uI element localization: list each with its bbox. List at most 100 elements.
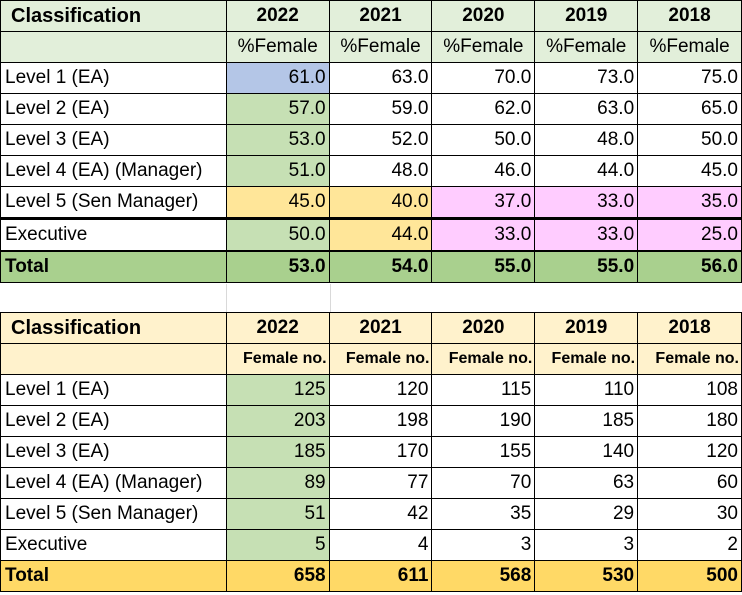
value-cell[interactable]: 120: [637, 436, 742, 468]
value-cell[interactable]: 50.0: [637, 124, 742, 156]
total-label[interactable]: Total: [0, 250, 227, 283]
subheader-cell[interactable]: Female no.: [534, 343, 639, 375]
value-cell[interactable]: 3: [534, 529, 639, 561]
row-label[interactable]: Level 5 (Sen Manager): [0, 498, 227, 530]
year-header[interactable]: 2019: [534, 312, 639, 344]
total-value[interactable]: 54.0: [328, 250, 433, 283]
subheader-cell[interactable]: Female no.: [225, 343, 330, 375]
total-value[interactable]: 658: [225, 560, 330, 592]
value-cell[interactable]: 75.0: [637, 62, 742, 94]
row-label[interactable]: Level 4 (EA) (Manager): [0, 155, 227, 187]
value-cell[interactable]: 62.0: [431, 93, 536, 125]
value-cell[interactable]: 73.0: [534, 62, 639, 94]
blank-cell[interactable]: [0, 343, 227, 375]
subheader-cell[interactable]: %Female: [431, 31, 536, 63]
row-label[interactable]: Level 2 (EA): [0, 93, 227, 125]
subheader-cell[interactable]: %Female: [328, 31, 433, 63]
value-cell[interactable]: 44.0: [328, 217, 433, 252]
value-cell[interactable]: 185: [225, 436, 330, 468]
row-label[interactable]: Executive: [0, 529, 227, 561]
value-cell[interactable]: 50.0: [431, 124, 536, 156]
value-cell[interactable]: 60: [637, 467, 742, 499]
value-cell[interactable]: 29: [534, 498, 639, 530]
year-header[interactable]: 2020: [431, 312, 536, 344]
subheader-cell[interactable]: %Female: [225, 31, 330, 63]
year-header[interactable]: 2018: [637, 0, 742, 32]
value-cell[interactable]: 30: [637, 498, 742, 530]
value-cell[interactable]: 45.0: [637, 155, 742, 187]
value-cell[interactable]: 5: [225, 529, 330, 561]
blank-cell[interactable]: [0, 31, 227, 63]
value-cell[interactable]: 3: [431, 529, 536, 561]
value-cell[interactable]: 35.0: [637, 186, 742, 219]
total-value[interactable]: 55.0: [431, 250, 536, 283]
value-cell[interactable]: 70.0: [431, 62, 536, 94]
value-cell[interactable]: 115: [431, 374, 536, 406]
year-header[interactable]: 2021: [328, 0, 433, 32]
value-cell[interactable]: 37.0: [431, 186, 536, 219]
value-cell[interactable]: 51.0: [225, 155, 330, 187]
classification-header[interactable]: Classification: [0, 0, 227, 32]
value-cell[interactable]: 125: [225, 374, 330, 406]
total-value[interactable]: 500: [637, 560, 742, 592]
value-cell[interactable]: 53.0: [225, 124, 330, 156]
subheader-cell[interactable]: %Female: [534, 31, 639, 63]
value-cell[interactable]: 140: [534, 436, 639, 468]
value-cell[interactable]: 70: [431, 467, 536, 499]
value-cell[interactable]: 51: [225, 498, 330, 530]
row-label[interactable]: Executive: [0, 217, 227, 252]
classification-header[interactable]: Classification: [0, 312, 227, 344]
row-label[interactable]: Level 3 (EA): [0, 124, 227, 156]
subheader-cell[interactable]: %Female: [637, 31, 742, 63]
value-cell[interactable]: 203: [225, 405, 330, 437]
value-cell[interactable]: 52.0: [328, 124, 433, 156]
total-value[interactable]: 53.0: [225, 250, 330, 283]
total-value[interactable]: 568: [431, 560, 536, 592]
value-cell[interactable]: 89: [225, 467, 330, 499]
value-cell[interactable]: 40.0: [328, 186, 433, 219]
row-label[interactable]: Level 2 (EA): [0, 405, 227, 437]
total-value[interactable]: 611: [328, 560, 433, 592]
total-value[interactable]: 530: [534, 560, 639, 592]
value-cell[interactable]: 61.0: [225, 62, 330, 94]
total-value[interactable]: 56.0: [637, 250, 742, 283]
value-cell[interactable]: 42: [328, 498, 433, 530]
row-label[interactable]: Level 1 (EA): [0, 374, 227, 406]
subheader-cell[interactable]: Female no.: [328, 343, 433, 375]
value-cell[interactable]: 25.0: [637, 217, 742, 252]
value-cell[interactable]: 65.0: [637, 93, 742, 125]
total-value[interactable]: 55.0: [534, 250, 639, 283]
value-cell[interactable]: 33.0: [431, 217, 536, 252]
value-cell[interactable]: 63.0: [534, 93, 639, 125]
value-cell[interactable]: 48.0: [328, 155, 433, 187]
year-header[interactable]: 2022: [225, 312, 330, 344]
value-cell[interactable]: 45.0: [225, 186, 330, 219]
value-cell[interactable]: 110: [534, 374, 639, 406]
value-cell[interactable]: 170: [328, 436, 433, 468]
subheader-cell[interactable]: Female no.: [431, 343, 536, 375]
value-cell[interactable]: 59.0: [328, 93, 433, 125]
total-label[interactable]: Total: [0, 560, 227, 592]
value-cell[interactable]: 77: [328, 467, 433, 499]
value-cell[interactable]: 155: [431, 436, 536, 468]
value-cell[interactable]: 4: [328, 529, 433, 561]
value-cell[interactable]: 2: [637, 529, 742, 561]
row-label[interactable]: Level 3 (EA): [0, 436, 227, 468]
row-label[interactable]: Level 5 (Sen Manager): [0, 186, 227, 219]
value-cell[interactable]: 57.0: [225, 93, 330, 125]
value-cell[interactable]: 185: [534, 405, 639, 437]
value-cell[interactable]: 120: [328, 374, 433, 406]
value-cell[interactable]: 63.0: [328, 62, 433, 94]
value-cell[interactable]: 198: [328, 405, 433, 437]
year-header[interactable]: 2021: [328, 312, 433, 344]
value-cell[interactable]: 63: [534, 467, 639, 499]
value-cell[interactable]: 48.0: [534, 124, 639, 156]
year-header[interactable]: 2019: [534, 0, 639, 32]
subheader-cell[interactable]: Female no.: [637, 343, 742, 375]
value-cell[interactable]: 33.0: [534, 217, 639, 252]
value-cell[interactable]: 190: [431, 405, 536, 437]
value-cell[interactable]: 35: [431, 498, 536, 530]
value-cell[interactable]: 180: [637, 405, 742, 437]
value-cell[interactable]: 44.0: [534, 155, 639, 187]
year-header[interactable]: 2018: [637, 312, 742, 344]
